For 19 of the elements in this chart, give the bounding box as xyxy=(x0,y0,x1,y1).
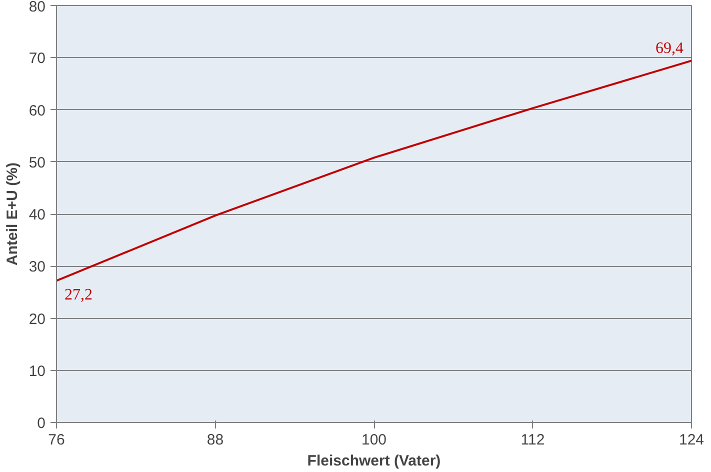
y-tick-label: 0 xyxy=(37,415,46,432)
x-tick-label: 100 xyxy=(361,432,387,448)
y-tick-label: 50 xyxy=(28,154,46,172)
x-tick-label: 112 xyxy=(520,432,545,448)
y-tick-label: 20 xyxy=(28,310,46,328)
y-tick-label: 40 xyxy=(28,206,46,224)
y-axis-title: Anteil E+U (%) xyxy=(4,162,21,266)
x-axis-title: Fleischwert (Vater) xyxy=(307,452,441,470)
x-tick-label: 124 xyxy=(678,432,704,448)
x-tick-label: 76 xyxy=(48,432,65,448)
data-label: 27,2 xyxy=(64,286,92,304)
y-tick-label: 70 xyxy=(28,50,46,68)
line-series xyxy=(56,60,692,282)
data-label: 69,4 xyxy=(656,40,684,57)
y-tick-label: 30 xyxy=(28,258,46,276)
y-tick-label: 80 xyxy=(28,0,46,16)
y-tick-label: 60 xyxy=(28,102,46,120)
y-tick-label: 10 xyxy=(28,362,46,380)
x-tick-label: 88 xyxy=(206,432,224,448)
